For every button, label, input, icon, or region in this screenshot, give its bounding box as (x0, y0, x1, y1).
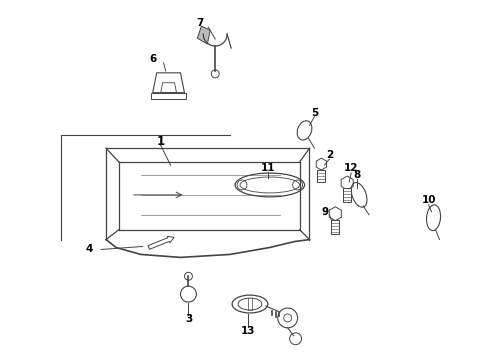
Text: 5: 5 (311, 108, 318, 117)
Text: 13: 13 (241, 326, 255, 336)
Bar (318, 170, 325, 182)
Text: 3: 3 (185, 314, 192, 324)
Bar (331, 220, 339, 234)
Text: 12: 12 (344, 163, 358, 173)
Bar (343, 188, 351, 202)
Text: 8: 8 (353, 170, 361, 180)
Text: 11: 11 (261, 163, 275, 173)
Text: 2: 2 (326, 150, 333, 160)
Text: 6: 6 (149, 54, 156, 64)
Text: 10: 10 (421, 195, 436, 205)
Polygon shape (197, 26, 210, 44)
Text: 9: 9 (322, 207, 329, 217)
Text: 4: 4 (86, 244, 93, 255)
Text: 7: 7 (196, 18, 204, 28)
Text: 1: 1 (157, 135, 165, 148)
Bar (151, 93, 187, 99)
